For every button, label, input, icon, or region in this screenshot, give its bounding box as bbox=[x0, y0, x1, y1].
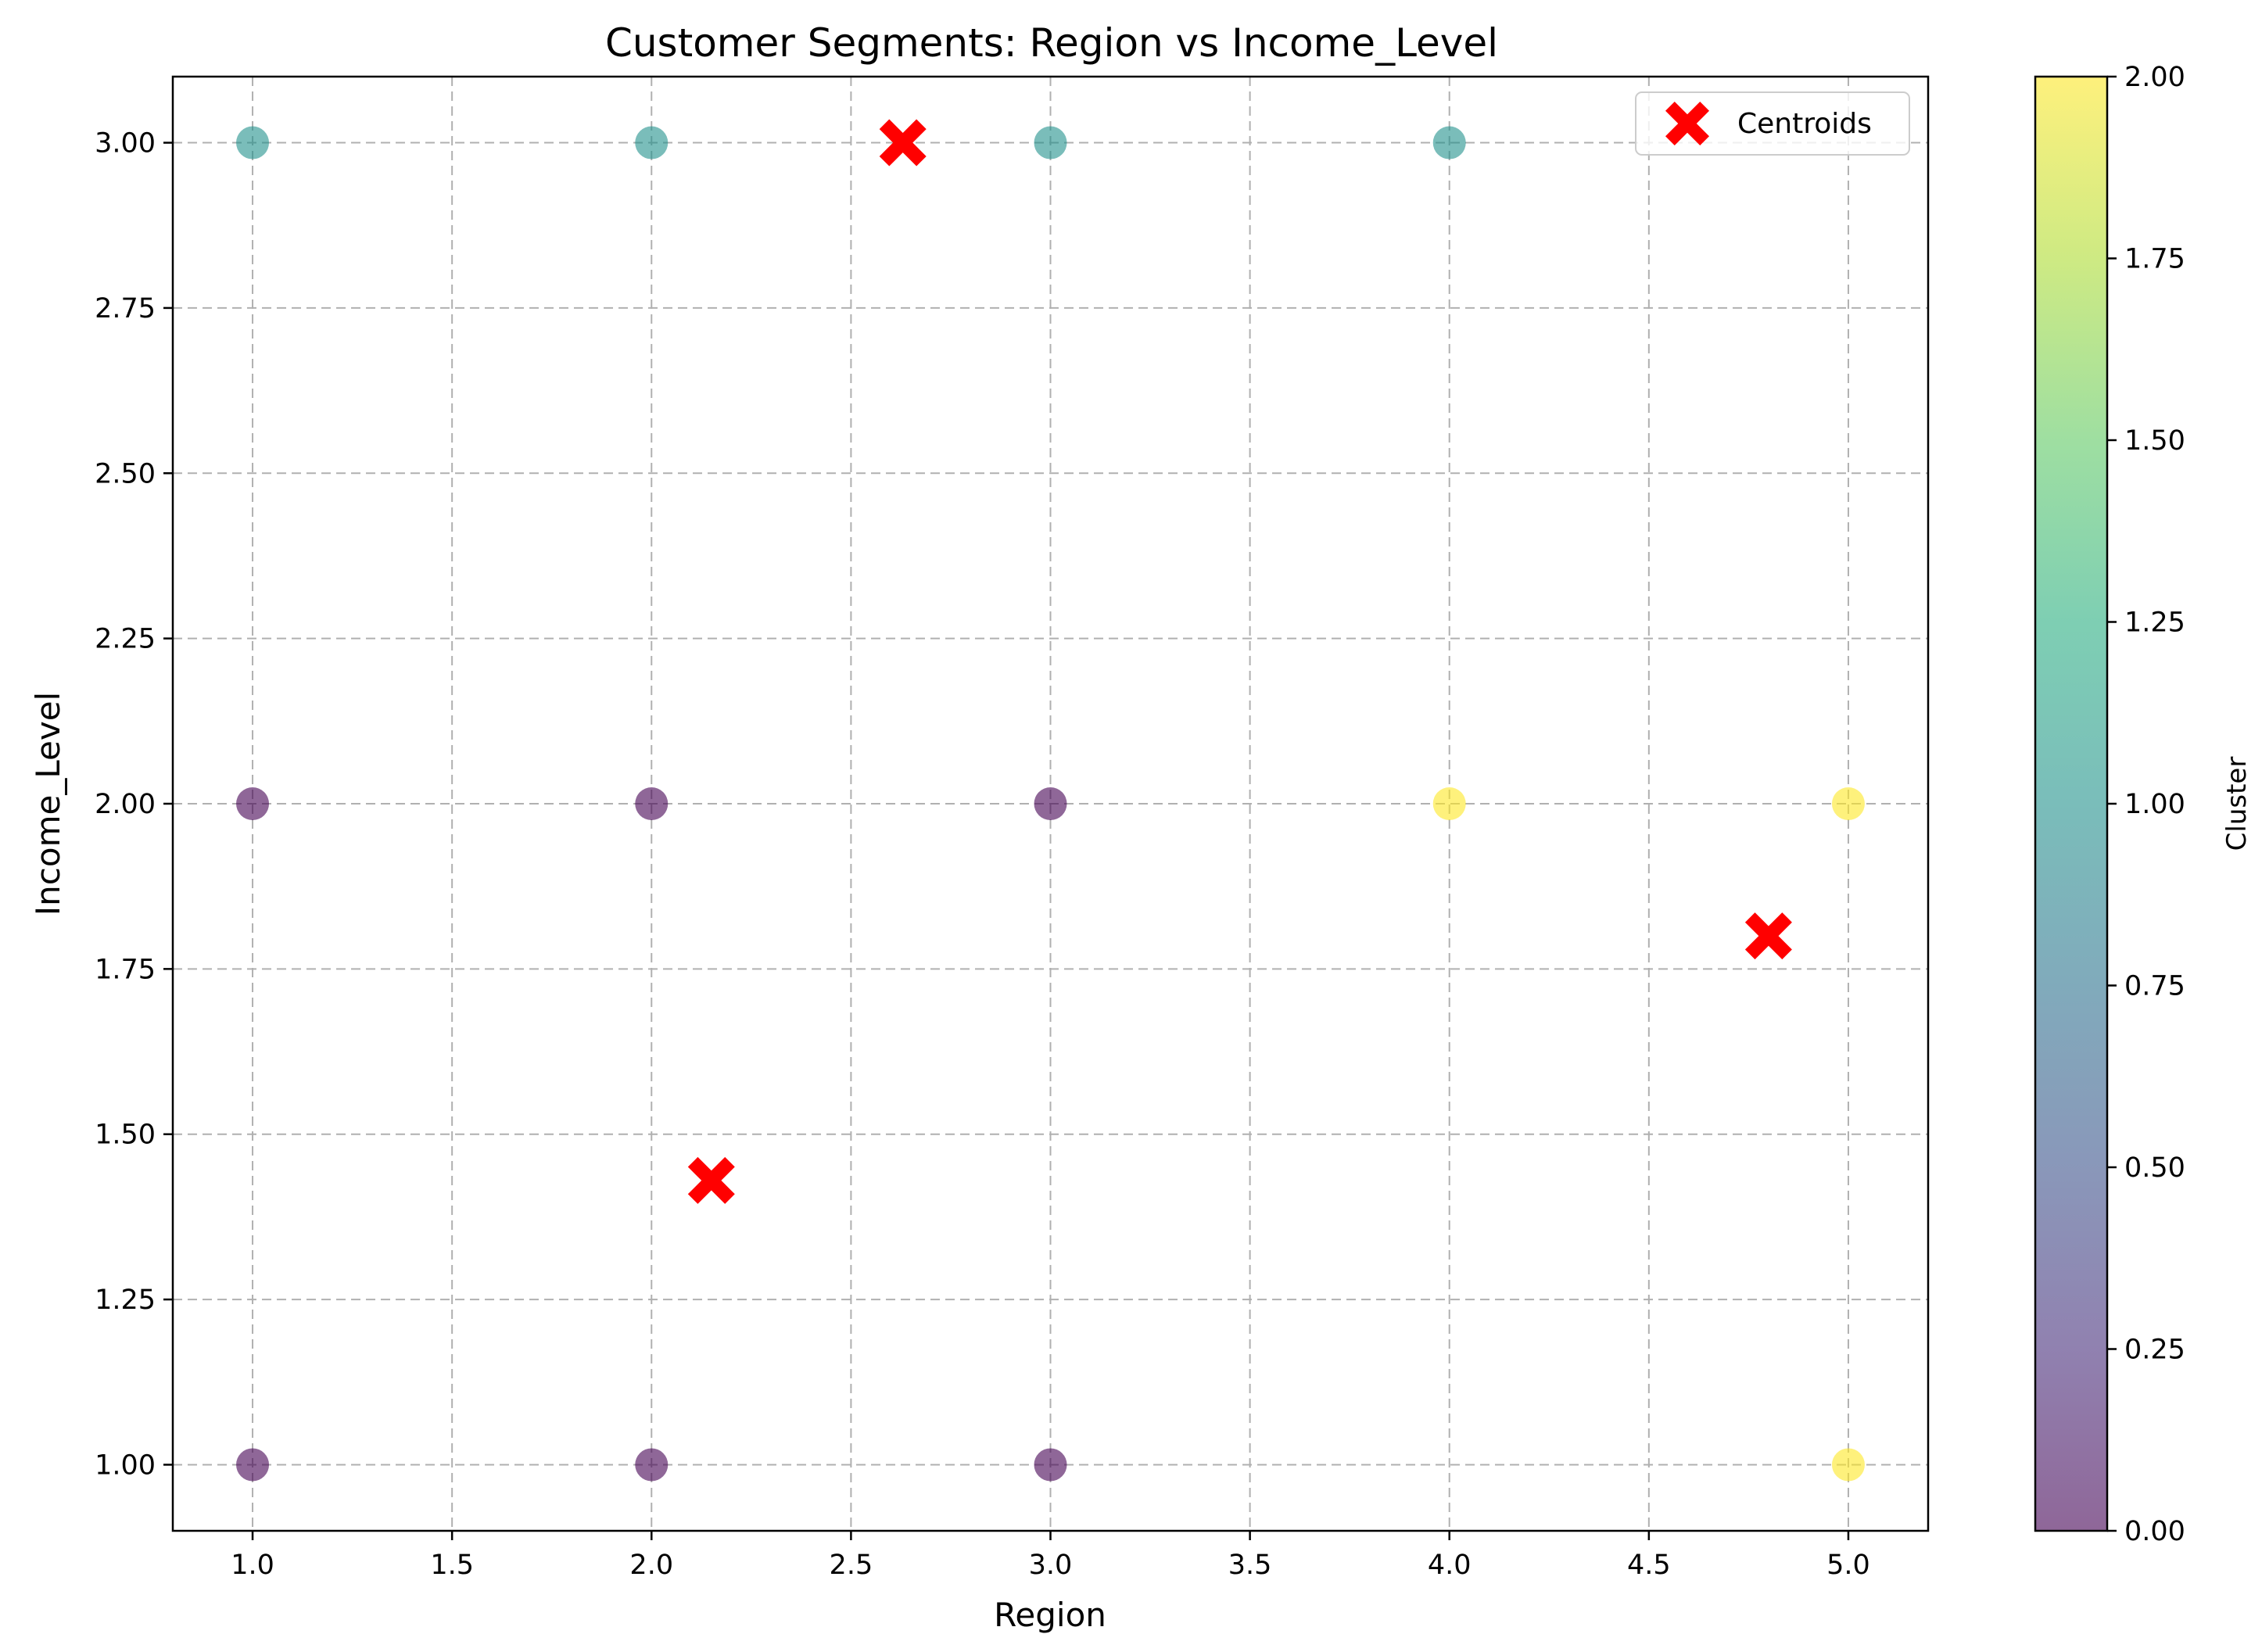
y-tick-label: 3.00 bbox=[95, 128, 156, 159]
x-tick-label: 1.5 bbox=[430, 1550, 474, 1581]
y-tick-label: 1.25 bbox=[95, 1285, 156, 1316]
colorbar-tick-label: 2.00 bbox=[2124, 62, 2185, 93]
x-tick-label: 2.5 bbox=[830, 1550, 873, 1581]
colorbar-tick-label: 0.00 bbox=[2124, 1516, 2185, 1547]
chart-title: Customer Segments: Region vs Income_Leve… bbox=[605, 20, 1498, 66]
y-tick-label: 2.25 bbox=[95, 624, 156, 655]
x-tick-label: 2.0 bbox=[629, 1550, 673, 1581]
centroid-marker bbox=[879, 119, 927, 167]
colorbar-tick-label: 0.50 bbox=[2124, 1152, 2185, 1184]
data-points bbox=[236, 126, 1865, 1482]
y-axis-label: Income_Level bbox=[29, 692, 67, 916]
customer-point bbox=[236, 787, 270, 820]
customer-point bbox=[1034, 787, 1067, 820]
colorbar-tick-label: 0.75 bbox=[2124, 971, 2185, 1002]
colorbar-tick-label: 0.25 bbox=[2124, 1335, 2185, 1366]
customer-point bbox=[1831, 1448, 1865, 1482]
centroid-markers bbox=[687, 119, 1792, 1204]
x-tick-label: 3.0 bbox=[1029, 1550, 1073, 1581]
y-tick-label: 2.50 bbox=[95, 458, 156, 489]
colorbar-ticks: 0.00 0.25 0.50 0.75 1.00 1.25 1.50 1.75 2.00 bbox=[2107, 62, 2185, 1547]
colorbar: 0.00 0.25 0.50 0.75 1.00 1.25 1.50 1.75 2.00 Clu… bbox=[2034, 62, 2253, 1547]
x-tick-label: 1.0 bbox=[231, 1550, 274, 1581]
customer-point bbox=[1432, 126, 1466, 159]
customer-point bbox=[635, 1448, 669, 1482]
y-tick-label: 2.00 bbox=[95, 789, 156, 820]
y-tick-label: 2.75 bbox=[95, 293, 156, 324]
customer-point bbox=[635, 787, 669, 820]
centroid-marker bbox=[1744, 912, 1792, 960]
legend-label-centroids: Centroids bbox=[1737, 108, 1872, 140]
x-tick-label: 4.0 bbox=[1428, 1550, 1472, 1581]
y-tick-label: 1.50 bbox=[95, 1120, 156, 1151]
x-tick-label: 5.0 bbox=[1826, 1550, 1870, 1581]
legend: Centroids bbox=[1635, 91, 1910, 156]
colorbar-tick-label: 1.50 bbox=[2124, 425, 2185, 457]
x-axis-ticks: 1.0 1.5 2.0 2.5 3.0 3.5 4.0 4.5 5.0 bbox=[231, 1531, 1870, 1581]
customer-point bbox=[236, 126, 270, 159]
x-axis-label: Region bbox=[994, 1596, 1106, 1634]
customer-point bbox=[1034, 126, 1067, 159]
centroid-marker bbox=[687, 1156, 735, 1204]
colorbar-gradient bbox=[2034, 75, 2109, 1532]
y-axis-ticks: 1.00 1.25 1.50 1.75 2.00 2.25 2.50 2.75 3.00 bbox=[95, 128, 173, 1481]
customer-point bbox=[1831, 787, 1865, 820]
y-tick-label: 1.00 bbox=[95, 1450, 156, 1481]
customer-point bbox=[635, 126, 669, 159]
legend-centroid-icon bbox=[1665, 102, 1709, 145]
customer-point bbox=[1034, 1448, 1067, 1482]
x-tick-label: 4.5 bbox=[1627, 1550, 1671, 1581]
colorbar-tick-label: 1.75 bbox=[2124, 244, 2185, 275]
customer-point bbox=[236, 1448, 270, 1482]
colorbar-label: Cluster bbox=[2221, 757, 2253, 851]
legend-centroid-marker bbox=[1665, 102, 1709, 145]
colorbar-tick-label: 1.00 bbox=[2124, 789, 2185, 820]
y-tick-label: 1.75 bbox=[95, 954, 156, 985]
x-tick-label: 3.5 bbox=[1228, 1550, 1272, 1581]
customer-point bbox=[1432, 787, 1466, 820]
colorbar-tick-label: 1.25 bbox=[2124, 607, 2185, 639]
